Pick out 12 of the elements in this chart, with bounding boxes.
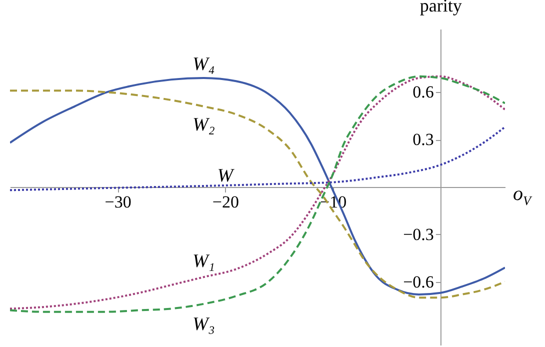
x-tick-label: −30 bbox=[104, 192, 132, 212]
x-axis-title: o$_{V}$ bbox=[513, 183, 531, 209]
y-tick-label: 0.3 bbox=[412, 130, 434, 150]
series-label: W bbox=[217, 165, 236, 186]
y-tick-label: −0.6 bbox=[403, 272, 434, 292]
series-label: W₄ bbox=[192, 54, 215, 75]
series-label: W₁ bbox=[192, 251, 215, 272]
x-tick-label: −20 bbox=[212, 192, 240, 212]
series-label: W₃ bbox=[192, 314, 215, 335]
y-tick-label: 0.6 bbox=[412, 82, 434, 102]
y-tick-label: −0.3 bbox=[403, 224, 434, 244]
series-label: W₂ bbox=[192, 114, 216, 136]
